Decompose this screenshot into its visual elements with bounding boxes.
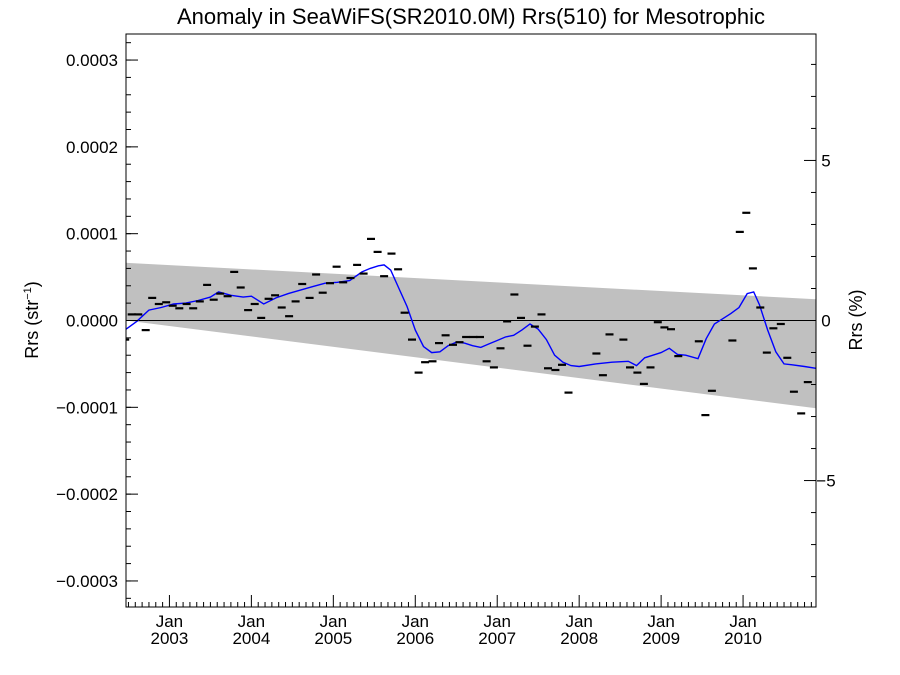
y-tick-label: 0.0000 — [66, 312, 118, 331]
x-tick-year-label: 2006 — [396, 629, 434, 648]
plot-area — [126, 211, 816, 417]
y-axis-label: Rrs (str−1) — [22, 281, 42, 359]
x-tick-year-label: 2010 — [724, 629, 762, 648]
smoothed-series-line — [126, 264, 816, 369]
x-tick-month-label: Jan — [647, 612, 674, 631]
x-tick-year-label: 2003 — [151, 629, 189, 648]
x-tick-year-label: 2009 — [642, 629, 680, 648]
y-axis-label-main: Rrs (str — [22, 300, 42, 359]
y-tick-label: 0.0003 — [66, 51, 118, 70]
x-axis: Jan2003Jan2004Jan2005Jan2006Jan2007Jan20… — [127, 595, 812, 648]
y-axis-label-superscript: −1 — [22, 287, 34, 300]
x-tick-month-label: Jan — [484, 612, 511, 631]
y-tick-label: −0.0002 — [56, 485, 118, 504]
x-tick-year-label: 2005 — [314, 629, 352, 648]
y-axis-label-close: ) — [22, 281, 42, 287]
y2-axis-label: Rrs (%) — [846, 290, 866, 351]
x-tick-month-label: Jan — [238, 612, 265, 631]
y2-tick-label: 5 — [821, 151, 830, 170]
y-tick-label: −0.0001 — [56, 398, 118, 417]
x-tick-month-label: Jan — [156, 612, 183, 631]
y2-tick-label: −5 — [816, 472, 835, 491]
chart-title: Anomaly in SeaWiFS(SR2010.0M) Rrs(510) f… — [177, 4, 765, 29]
x-tick-month-label: Jan — [320, 612, 347, 631]
y-tick-label: −0.0003 — [56, 572, 118, 591]
y-tick-label: 0.0002 — [66, 138, 118, 157]
y2-tick-label: 0 — [821, 312, 830, 331]
x-tick-month-label: Jan — [729, 612, 756, 631]
y-tick-label: 0.0001 — [66, 225, 118, 244]
x-tick-month-label: Jan — [402, 612, 429, 631]
uncertainty-band — [126, 262, 816, 409]
right-y-axis: 5 0 −5 — [804, 63, 836, 578]
left-y-axis: 0.0003 0.0002 0.0001 0.0000 −0.0001 −0.0002 −0… — [56, 42, 138, 599]
x-tick-year-label: 2004 — [232, 629, 270, 648]
x-tick-month-label: Jan — [565, 612, 592, 631]
x-tick-year-label: 2007 — [478, 629, 516, 648]
x-tick-year-label: 2008 — [560, 629, 598, 648]
